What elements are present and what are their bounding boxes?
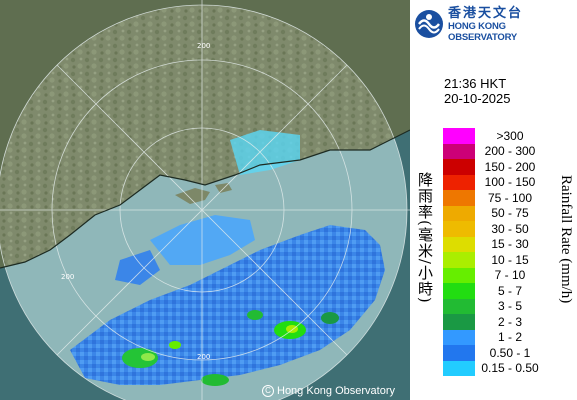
rain-area-main [70,225,385,385]
copyright-icon: C [262,385,274,397]
legend-row: 15 - 30 [443,236,545,252]
legend-swatch [443,314,475,330]
range-label-left: 200 [61,273,75,281]
legend-label: 1 - 2 [497,330,522,345]
legend-swatch [443,221,475,237]
legend-label: 50 - 75 [491,206,529,221]
side-panel: 香港天文台 HONG KONG OBSERVATORY 21:36 HKT 20… [410,0,577,400]
rain-area-west [115,250,160,285]
legend-row: 150 - 200 [443,159,545,175]
legend-row: 10 - 15 [443,252,545,268]
legend-label: 0.50 - 1 [489,345,531,360]
legend-swatch [443,283,475,299]
rainfall-legend: >300 200 - 300 150 - 200 100 - 150 75 - 100 5… [443,128,545,376]
legend-swatch [443,236,475,252]
legend-label: 15 - 30 [491,237,529,252]
legend-row: 75 - 100 [443,190,545,206]
legend-swatch [443,267,475,283]
hko-name-chinese: 香港天文台 [448,5,524,21]
legend-swatch [443,298,475,314]
legend-swatch [443,190,475,206]
legend-label: 7 - 10 [494,268,526,283]
legend-label: 100 - 150 [484,175,536,190]
legend-swatch [443,345,475,361]
legend-row: 100 - 150 [443,174,545,190]
hko-logo: 香港天文台 HONG KONG OBSERVATORY [414,5,574,43]
radar-range-rings [0,0,410,400]
legend-swatch [443,128,475,144]
legend-row: 30 - 50 [443,221,545,237]
legend-row: 0.15 - 0.50 [443,360,545,376]
legend-label: 0.15 - 0.50 [481,361,539,376]
coastline [0,129,410,269]
copyright-notice: C Hong Kong Observatory [262,385,395,397]
legend-swatch [443,143,475,159]
hko-name-english: HONG KONG OBSERVATORY [448,20,518,43]
legend-row: 7 - 10 [443,267,545,283]
legend-swatch [443,360,475,376]
copyright-text: Hong Kong Observatory [277,385,396,397]
timestamp-time: 21:36 HKT [444,76,507,91]
rain-area-north [150,215,255,265]
legend-label: 3 - 5 [497,299,522,314]
timestamp: 21:36 HKT 20-10-2025 [444,76,511,106]
legend-swatch [443,205,475,221]
legend-row: 1 - 2 [443,329,545,345]
legend-row: 200 - 300 [443,143,545,159]
legend-row: 0.50 - 1 [443,345,545,361]
legend-row: >300 [443,128,545,144]
legend-row: 2 - 3 [443,314,545,330]
legend-swatch [443,252,475,268]
legend-label: 75 - 100 [487,190,533,205]
timestamp-date: 20-10-2025 [444,91,511,106]
legend-label: 200 - 300 [484,144,536,159]
rain-fringe [230,130,300,175]
legend-swatch [443,174,475,190]
legend-label: 30 - 50 [491,221,529,236]
legend-label: 150 - 200 [484,159,536,174]
radar-map [0,0,410,400]
hko-emblem-icon [415,10,443,38]
legend-label: 10 - 15 [491,252,529,267]
legend-label: 2 - 3 [497,314,522,329]
rain-cell-moderate [122,348,158,368]
legend-label: 5 - 7 [497,283,522,298]
legend-swatch [443,329,475,345]
range-label-bottom: 200 [197,353,211,361]
legend-label: >300 [496,128,524,143]
legend-title-english: Rainfall Rate (mm/h) [558,175,574,304]
legend-swatch [443,159,475,175]
legend-title-chinese: 降雨率(毫米/小時) [416,172,434,304]
legend-row: 3 - 5 [443,298,545,314]
legend-row: 50 - 75 [443,205,545,221]
range-label-top: 200 [197,42,211,50]
legend-row: 5 - 7 [443,283,545,299]
